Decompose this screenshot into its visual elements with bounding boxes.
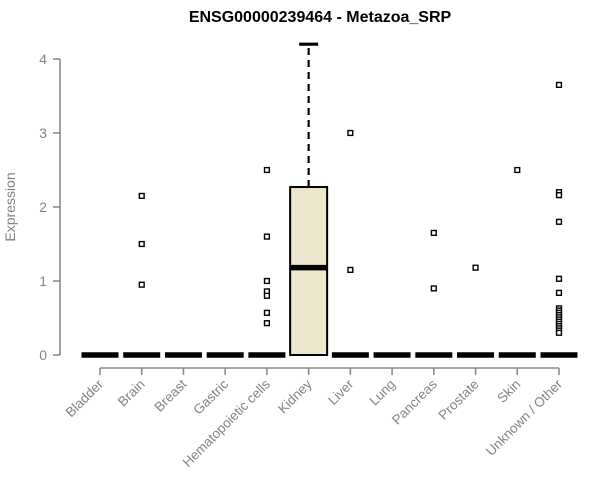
outlier-point — [555, 289, 563, 296]
outlier-point — [138, 192, 145, 200]
y-tick-label: 2 — [39, 199, 47, 215]
outlier-point — [555, 81, 563, 89]
x-tick-label: Liver — [325, 376, 357, 408]
x-tick-label: Pancreas — [389, 376, 440, 427]
y-tick-label: 3 — [39, 125, 47, 141]
y-tick-label: 4 — [39, 51, 47, 67]
y-tick-label: 0 — [39, 347, 47, 363]
chart-title: ENSG00000239464 - Metazoa_SRP — [189, 9, 452, 26]
outlier-point — [555, 192, 563, 199]
x-tick-label: Gastric — [190, 376, 231, 417]
outlier-point — [555, 275, 563, 282]
outlier-point — [263, 277, 271, 285]
outlier-point — [263, 320, 271, 327]
outlier-point — [263, 166, 271, 174]
y-axis-title: Expression — [2, 172, 18, 241]
x-tick-label: Breast — [151, 376, 189, 414]
x-tick-label: Brain — [115, 377, 148, 410]
y-tick-label: 1 — [39, 273, 47, 289]
outlier-point — [430, 229, 437, 237]
outlier-point — [514, 166, 521, 174]
outlier-point — [138, 240, 145, 248]
outlier-point — [347, 129, 354, 137]
outlier-point — [430, 285, 437, 292]
x-tick-label: Prostate — [436, 377, 482, 423]
outlier-point — [138, 281, 145, 288]
x-tick-label: Kidney — [275, 376, 315, 416]
box — [289, 186, 329, 356]
outlier-point — [263, 233, 271, 240]
outlier-point — [555, 329, 563, 336]
x-tick-label: Lung — [366, 377, 398, 409]
x-tick-label: Skin — [494, 377, 523, 406]
outlier-point — [263, 292, 271, 299]
x-tick-label: Unknown / Other — [483, 376, 566, 459]
x-tick-label: Bladder — [63, 376, 107, 420]
outlier-point — [347, 266, 354, 274]
outlier-point — [472, 264, 479, 271]
outlier-point — [555, 218, 563, 225]
outlier-point — [263, 309, 271, 316]
